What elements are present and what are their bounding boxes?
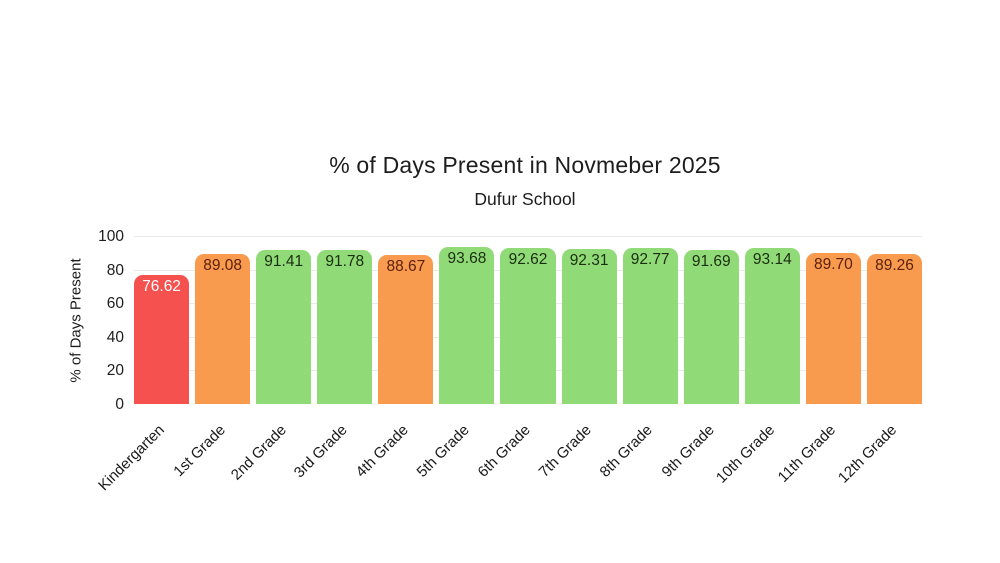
y-tick-label: 20: [106, 362, 124, 380]
bar-value-label: 76.62: [142, 278, 181, 296]
bar: 89.70: [805, 253, 861, 404]
plot-area: 76.62 89.08 91.41 91.78 88.67 93.68 92.62 92.31…: [134, 236, 923, 404]
bar: 76.62: [134, 275, 190, 404]
bar-value-label: 93.14: [752, 250, 792, 268]
bar: 92.62: [500, 248, 556, 404]
bar: 88.67: [378, 255, 434, 404]
bar: 91.78: [317, 249, 373, 404]
bar-value-label: 93.68: [447, 249, 487, 267]
x-tick-label: Kindergarten: [94, 421, 168, 495]
bar: 93.68: [439, 246, 495, 404]
bar-value-label: 91.78: [325, 252, 365, 270]
bar: 89.08: [195, 254, 251, 404]
bars-layer: 76.62 89.08 91.41 91.78 88.67 93.68 92.62 92.31…: [134, 236, 923, 404]
y-tick-label: 0: [115, 396, 124, 413]
bar-value-label: 92.77: [630, 251, 670, 269]
bar: 93.14: [744, 247, 800, 404]
y-tick-label: 60: [106, 295, 124, 313]
x-tick-labels: Kindergarten 1st Grade 2nd Grade 3rd Grade 4…: [95, 413, 922, 503]
bar-value-label: 92.62: [508, 251, 548, 269]
y-tick-label: 80: [106, 261, 124, 279]
bar: 91.69: [683, 249, 739, 404]
bar-value-label: 91.41: [264, 253, 304, 271]
x-label-cell: 12th Grade: [835, 413, 922, 503]
y-tick-label: 40: [106, 328, 124, 346]
y-tick-label: 100: [98, 228, 124, 245]
bar-value-label: 88.67: [386, 258, 426, 276]
bar: 91.41: [256, 250, 312, 404]
bar: 92.77: [622, 248, 678, 404]
bar: 89.26: [866, 254, 923, 404]
bar-value-label: 89.08: [203, 257, 243, 275]
chart-subtitle: Dufur School: [474, 189, 576, 209]
chart-title: % of Days Present in Novmeber 2025: [329, 152, 721, 178]
bar: 92.31: [561, 248, 617, 404]
gridline: [134, 236, 922, 237]
bar-value-label: 89.26: [875, 257, 914, 275]
bar-value-label: 92.31: [569, 251, 609, 269]
bar-value-label: 89.70: [814, 256, 853, 274]
bar-value-label: 91.69: [691, 252, 731, 270]
y-axis-title: % of Days Present: [67, 258, 85, 383]
